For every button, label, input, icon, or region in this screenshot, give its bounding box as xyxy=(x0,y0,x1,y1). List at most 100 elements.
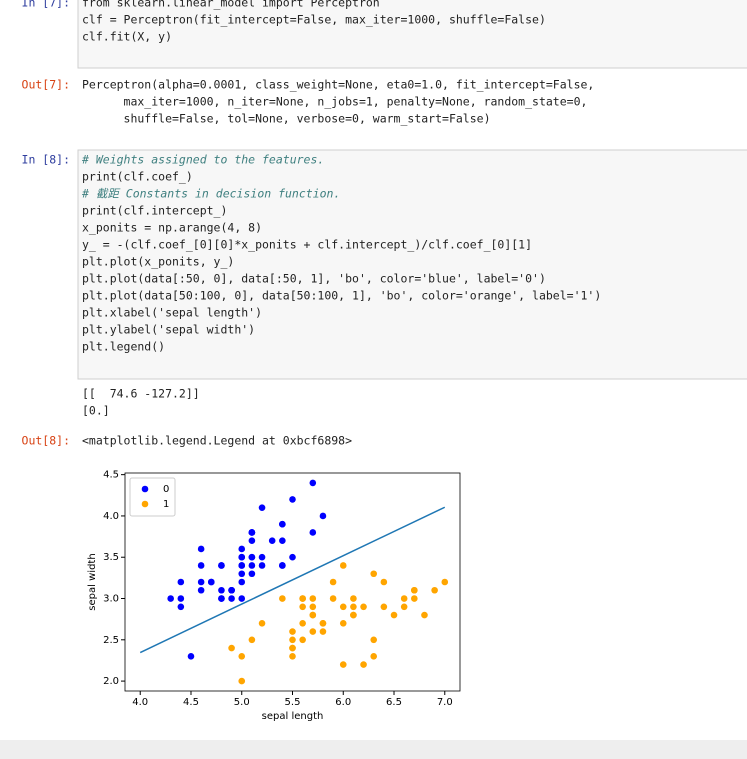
y-tick-label: 4.5 xyxy=(103,470,119,481)
point xyxy=(238,553,246,561)
point xyxy=(248,529,256,536)
point xyxy=(258,553,266,561)
code-line: print(clf.intercept_) xyxy=(82,204,227,218)
point xyxy=(289,496,296,503)
y-tick-label: 3.0 xyxy=(103,594,119,605)
point xyxy=(197,578,205,586)
point xyxy=(350,603,357,611)
code-cell-box xyxy=(77,0,747,69)
point xyxy=(289,553,296,561)
point xyxy=(289,644,296,652)
point xyxy=(248,537,256,545)
point xyxy=(258,562,266,569)
point xyxy=(390,611,398,619)
point xyxy=(187,653,195,660)
point xyxy=(329,595,337,602)
code-line: print(clf.coef_) xyxy=(82,170,193,184)
point xyxy=(360,603,367,611)
point xyxy=(238,545,246,553)
code-line: plt.plot(x_ponits, y_) xyxy=(82,255,234,269)
point xyxy=(319,619,327,627)
output-line: [0.] xyxy=(82,404,110,418)
point xyxy=(238,562,246,569)
point xyxy=(350,611,357,619)
output-line: Perceptron(alpha=0.0001, class_weight=No… xyxy=(82,78,594,92)
point xyxy=(319,512,327,520)
code-line: plt.plot(data[50:100, 0], data[50:100, 1… xyxy=(82,289,601,303)
axes-frame xyxy=(124,472,461,692)
point xyxy=(400,595,408,602)
point xyxy=(177,603,185,611)
code-line: plt.xlabel('sepal length') xyxy=(82,306,262,320)
point xyxy=(380,603,388,611)
prompt: In [7]: xyxy=(22,0,70,10)
output-line: max_iter=1000, n_iter=None, n_jobs=1, pe… xyxy=(82,95,587,109)
point xyxy=(228,586,235,594)
point xyxy=(441,578,449,586)
point xyxy=(248,570,256,578)
point xyxy=(197,562,205,569)
point xyxy=(238,677,246,685)
point xyxy=(431,586,438,594)
point xyxy=(238,595,246,602)
point xyxy=(197,586,205,594)
point xyxy=(279,595,286,602)
point xyxy=(380,578,388,586)
point xyxy=(248,636,256,644)
y-tick-label: 3.5 xyxy=(103,552,119,563)
x-tick-label: 7.0 xyxy=(437,697,453,708)
x-axis-label: sepal length xyxy=(262,711,324,722)
x-tick-label: 6.5 xyxy=(386,697,402,708)
y-tick-label: 2.5 xyxy=(103,635,119,646)
point xyxy=(339,603,347,611)
prompt: Out[7]: xyxy=(22,78,70,92)
y-tick-label: 2.0 xyxy=(103,676,119,687)
point xyxy=(279,537,286,545)
point xyxy=(238,570,246,578)
code-line: plt.ylabel('sepal width') xyxy=(82,323,255,337)
code-line: plt.legend() xyxy=(82,340,165,354)
output-line: shuffle=False, tol=None, verbose=0, warm… xyxy=(82,112,491,126)
x-tick-label: 5.0 xyxy=(234,697,250,708)
point xyxy=(309,611,317,619)
point xyxy=(350,595,357,602)
code-line: clf = Perceptron(fit_intercept=False, ma… xyxy=(82,13,546,27)
point xyxy=(339,661,347,668)
output-line: [[ 74.6 -127.2]] xyxy=(82,387,200,401)
point xyxy=(289,636,296,644)
point xyxy=(228,644,235,652)
point xyxy=(309,529,317,536)
code-line: # Weights assigned to the features. xyxy=(81,153,324,167)
point xyxy=(370,570,378,578)
x-tick-label: 4.0 xyxy=(132,697,148,708)
point xyxy=(339,619,347,627)
point xyxy=(228,595,235,602)
point xyxy=(309,595,317,602)
x-tick-label: 6.0 xyxy=(335,697,351,708)
y-tick-label: 4.0 xyxy=(103,511,119,522)
point xyxy=(309,628,317,635)
prompt: Out[8]: xyxy=(22,434,70,448)
point xyxy=(279,562,286,569)
point xyxy=(289,653,296,660)
legend-marker xyxy=(141,500,149,508)
point xyxy=(197,545,205,553)
point xyxy=(299,603,306,611)
point xyxy=(370,636,378,644)
point xyxy=(218,595,225,602)
point xyxy=(258,504,266,511)
point xyxy=(238,653,246,660)
point xyxy=(309,479,317,487)
point xyxy=(207,578,215,586)
footer-band xyxy=(0,740,747,759)
prompt: In [8]: xyxy=(22,153,70,167)
output-line: <matplotlib.legend.Legend at 0xbcf6898> xyxy=(82,434,352,448)
point xyxy=(167,595,174,602)
point xyxy=(258,619,266,627)
point xyxy=(319,628,327,635)
legend-label: 1 xyxy=(163,499,169,510)
code-line: from sklearn.linear_model import Percept… xyxy=(82,0,380,10)
point xyxy=(248,562,256,569)
point xyxy=(299,595,306,602)
